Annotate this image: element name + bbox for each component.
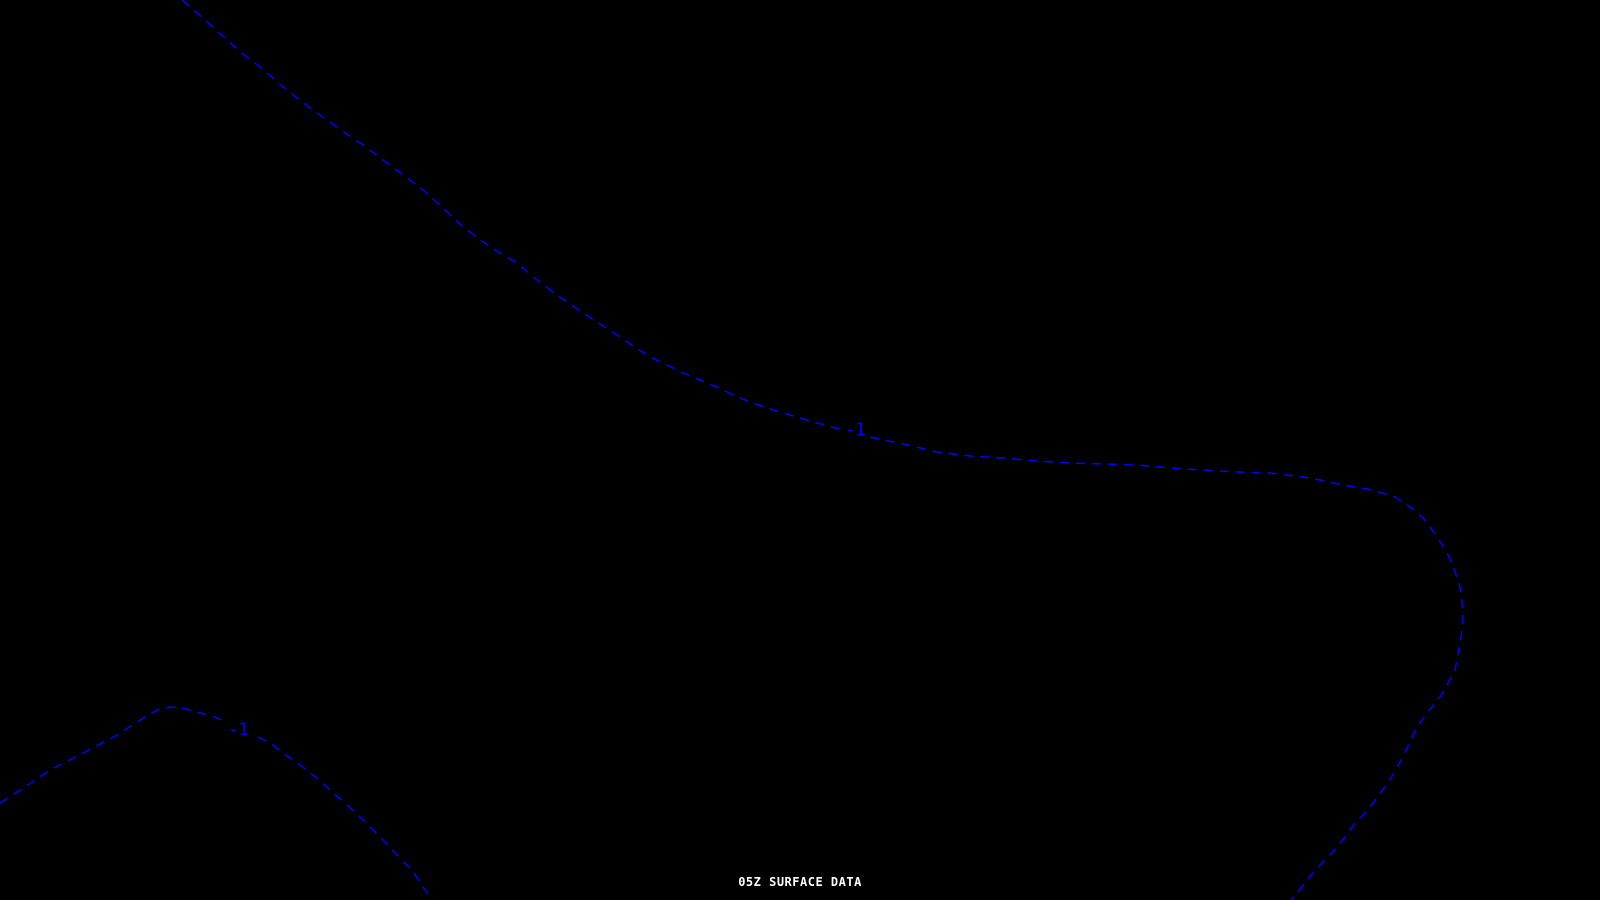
- lower-left-contour-label: -1: [228, 720, 248, 740]
- upper-contour-label: -1: [845, 420, 865, 440]
- upper-contour-path-1: [869, 436, 1464, 900]
- lower-left-contour-path-0: [0, 706, 228, 804]
- map-caption: 05Z SURFACE DATA: [738, 875, 862, 889]
- upper-contour-path-0: [181, 0, 844, 431]
- lower-left-contour-path-1: [257, 736, 433, 900]
